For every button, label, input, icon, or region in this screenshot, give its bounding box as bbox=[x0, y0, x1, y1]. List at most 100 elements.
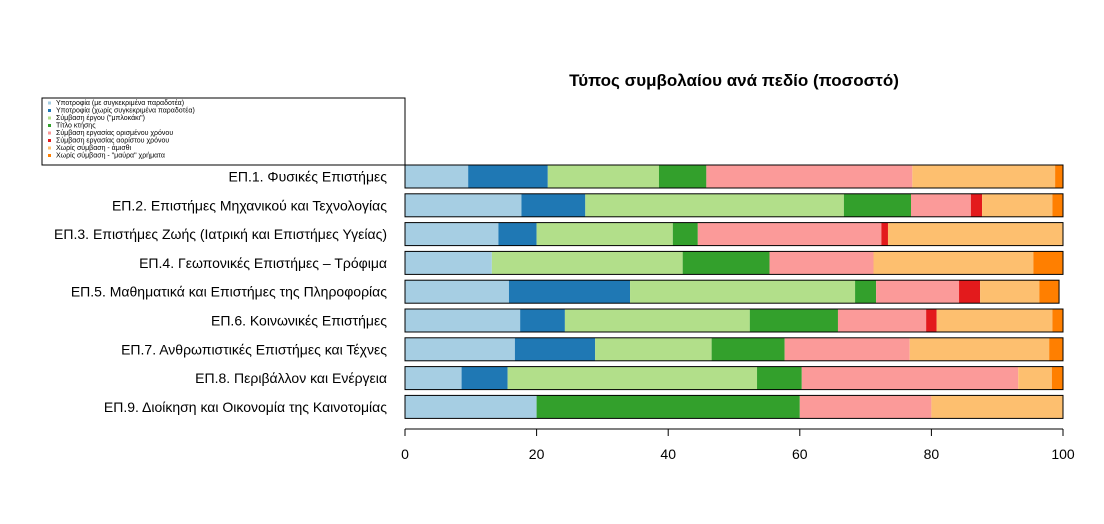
bar-segment bbox=[507, 366, 758, 390]
x-tick-label: 0 bbox=[401, 446, 409, 462]
bar-outline bbox=[404, 366, 1064, 391]
bar-segment bbox=[564, 309, 750, 332]
bar-segment bbox=[405, 193, 522, 217]
bar-outline bbox=[404, 337, 1064, 362]
bar-segment bbox=[926, 309, 937, 332]
bar-segment bbox=[405, 337, 515, 361]
bar-segment bbox=[1049, 337, 1063, 361]
bar-segment bbox=[672, 222, 698, 246]
bar-segment bbox=[508, 280, 631, 304]
bar-segment bbox=[1039, 280, 1060, 304]
bar-segment bbox=[536, 395, 800, 419]
bar-segment bbox=[536, 222, 673, 246]
bar-segment bbox=[405, 280, 509, 304]
bar-segment bbox=[843, 193, 912, 217]
category-label: ΕΠ.1. Φυσικές Επιστήμες bbox=[229, 169, 388, 185]
bar-segment bbox=[706, 165, 913, 188]
legend-swatch bbox=[48, 124, 51, 127]
bar-segment bbox=[970, 193, 983, 217]
category-label: ΕΠ.5. Μαθηματικά και Επιστήμες της Πληρο… bbox=[71, 284, 387, 300]
bar-outline bbox=[404, 308, 1064, 333]
legend-label: Σύμβαση εργασίας ορισμένου χρόνου bbox=[56, 129, 173, 137]
bar-segment bbox=[547, 165, 659, 188]
bar-segment bbox=[521, 193, 586, 217]
legend-label: Χωρίς σύμβαση - άμισθι bbox=[56, 144, 132, 152]
bar-segment bbox=[911, 193, 971, 217]
category-label: ΕΠ.2. Επιστήμες Μηχανικού και Τεχνολογία… bbox=[112, 197, 387, 213]
legend: Υποτροφία (με συγκεκριμένα παραδοτέα)Υπο… bbox=[41, 97, 406, 166]
legend-swatch bbox=[48, 139, 51, 142]
bar-segment bbox=[980, 280, 1040, 304]
legend-box bbox=[41, 97, 406, 166]
x-axis: 0 20 40 60 80 100 bbox=[401, 428, 1075, 462]
bar-segment bbox=[769, 251, 874, 275]
bar-segment bbox=[405, 222, 499, 246]
bar-segment bbox=[514, 337, 596, 361]
bar-segment bbox=[405, 309, 521, 332]
category-label: ΕΠ.4. Γεωπονικές Επιστήμες – Τρόφιμα bbox=[139, 255, 387, 271]
bar-segment bbox=[711, 337, 785, 361]
legend-label: Υποτροφία (χωρίς συγκεκριμένα παραδοτέα) bbox=[56, 107, 195, 115]
x-tick-label: 60 bbox=[792, 446, 808, 462]
bar-segment bbox=[630, 280, 856, 304]
legend-swatch bbox=[48, 146, 51, 150]
bar-outline bbox=[404, 250, 1064, 275]
legend-label: Σύμβαση εργασίας αορίστου χρόνου bbox=[56, 137, 169, 145]
bar-outline bbox=[404, 222, 1064, 247]
bar-segment bbox=[405, 366, 462, 390]
legend-swatch bbox=[48, 116, 51, 120]
legend-label: Υποτροφία (με συγκεκριμένα παραδοτέα) bbox=[56, 99, 184, 107]
bar-outline bbox=[404, 164, 1064, 189]
bar-segment bbox=[757, 366, 802, 390]
bar-segment bbox=[912, 165, 1056, 188]
bar-outline bbox=[404, 279, 1060, 304]
x-tick-label: 80 bbox=[924, 446, 940, 462]
legend-swatch bbox=[48, 131, 51, 135]
x-tick-label: 40 bbox=[660, 446, 676, 462]
bar-segment bbox=[799, 395, 932, 419]
bar-segment bbox=[1052, 309, 1063, 332]
bars-group bbox=[404, 164, 1064, 419]
bar-segment bbox=[697, 222, 882, 246]
bar-segment bbox=[1018, 366, 1052, 390]
category-label: ΕΠ.6. Κοινωνικές Επιστήμες bbox=[211, 313, 387, 329]
category-label: ΕΠ.7. Ανθρωπιστικές Επιστήμες και Τέχνες bbox=[121, 341, 387, 357]
bar-segment bbox=[1033, 251, 1063, 275]
bar-segment bbox=[876, 280, 960, 304]
bar-segment bbox=[520, 309, 565, 332]
bar-segment bbox=[585, 193, 844, 217]
bar-segment bbox=[405, 251, 492, 275]
bar-segment bbox=[837, 309, 927, 332]
x-tick-label: 20 bbox=[529, 446, 545, 462]
category-label: ΕΠ.9. Διοίκηση και Οικονομία της Καινοτο… bbox=[104, 399, 387, 415]
legend-swatch bbox=[48, 101, 51, 105]
bar-segment bbox=[881, 222, 888, 246]
bar-segment bbox=[1055, 165, 1063, 188]
bar-segment bbox=[1051, 366, 1063, 390]
bar-segment bbox=[784, 337, 910, 361]
bar-segment bbox=[873, 251, 1034, 275]
bar-segment bbox=[498, 222, 537, 246]
category-label: ΕΠ.8. Περιβάλλον και Ενέργεια bbox=[195, 370, 387, 386]
bar-segment bbox=[682, 251, 770, 275]
bar-segment bbox=[936, 309, 1053, 332]
bar-segment bbox=[931, 395, 1063, 419]
bar-segment bbox=[855, 280, 877, 304]
category-labels: ΕΠ.1. Φυσικές Επιστήμες ΕΠ.2. Επιστήμες Μ… bbox=[54, 169, 387, 415]
bar-segment bbox=[405, 395, 537, 419]
bar-segment bbox=[801, 366, 1019, 390]
bar-segment bbox=[461, 366, 508, 390]
bar-segment bbox=[1052, 193, 1063, 217]
bar-segment bbox=[887, 222, 1063, 246]
bar-outline bbox=[404, 193, 1064, 218]
chart-title: Τύπος συμβολαίου ανά πεδίο (ποσοστό) bbox=[569, 71, 899, 90]
legend-label: Χωρίς σύμβαση - "μαύρα" χρήματα bbox=[56, 152, 165, 160]
bar-segment bbox=[749, 309, 838, 332]
bar-segment bbox=[491, 251, 683, 275]
legend-swatch bbox=[48, 109, 51, 112]
bar-segment bbox=[658, 165, 707, 188]
bar-segment bbox=[959, 280, 981, 304]
bar-segment bbox=[982, 193, 1053, 217]
bar-segment bbox=[595, 337, 712, 361]
